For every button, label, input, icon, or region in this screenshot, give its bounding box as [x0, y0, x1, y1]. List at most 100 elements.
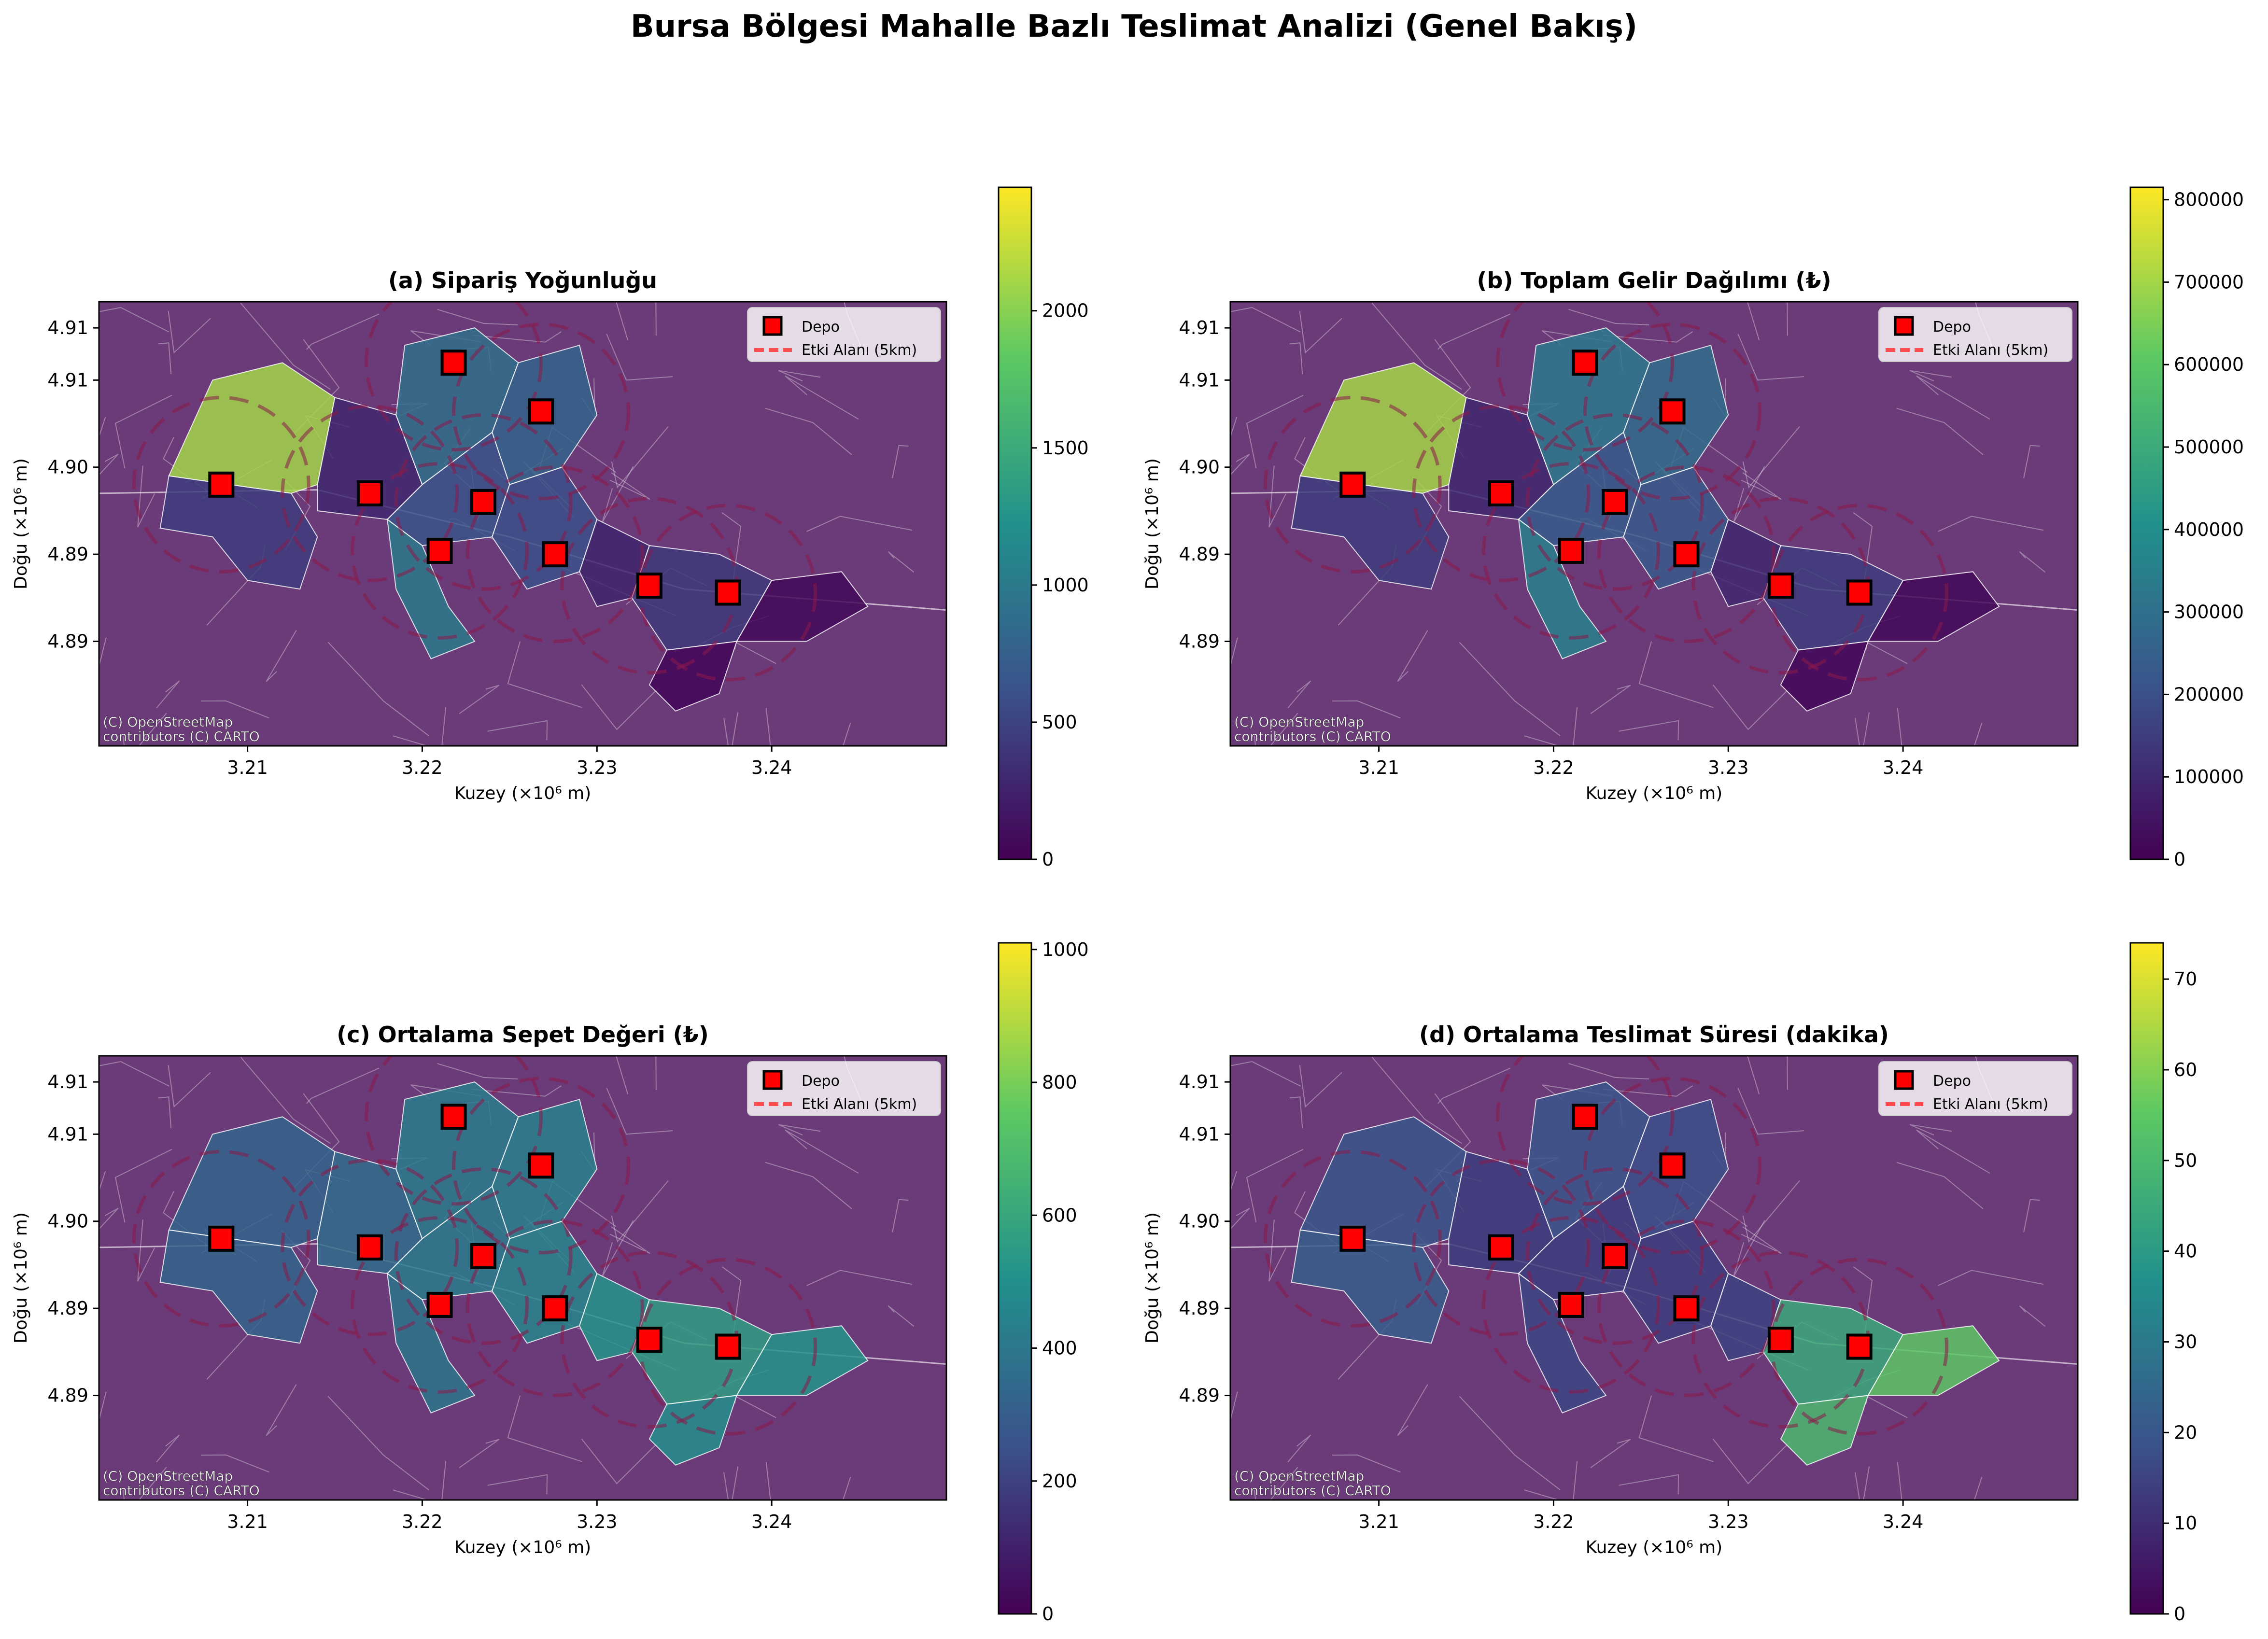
x-tick-label: 3.21 — [227, 757, 268, 778]
depot-marker[interactable] — [1659, 398, 1686, 425]
district-west-sw[interactable] — [1291, 475, 1450, 590]
depot-marker[interactable] — [542, 541, 568, 568]
boundary-line — [887, 1305, 915, 1327]
boundary-line — [842, 722, 851, 746]
boundary-line — [892, 445, 909, 478]
depots — [1339, 350, 1873, 606]
district-south-center[interactable] — [386, 1272, 476, 1414]
boundary-line — [1590, 685, 1631, 714]
map-legend: Depo Etki Alanı (5km) — [1878, 307, 2072, 362]
depot-marker[interactable] — [528, 398, 554, 425]
depot-marker[interactable] — [440, 1104, 467, 1130]
depot-marker[interactable] — [208, 471, 235, 498]
depot-marker[interactable] — [1767, 573, 1794, 599]
influence-circle — [1597, 1219, 1775, 1398]
district-east-far[interactable] — [736, 571, 869, 642]
depot-marker[interactable] — [356, 1234, 383, 1261]
boundary-line — [1916, 1129, 1990, 1174]
district-south-center[interactable] — [1518, 1272, 1607, 1414]
boundary-line — [2023, 445, 2040, 478]
district-south-center[interactable] — [1518, 518, 1607, 659]
boundary-line — [266, 630, 297, 682]
depot-marker[interactable] — [1659, 1152, 1686, 1179]
boundary-line — [609, 472, 650, 500]
depot-marker[interactable] — [1602, 489, 1628, 515]
colorbar-tick-label: 800 — [1042, 1072, 1077, 1093]
depot-marker[interactable] — [1572, 1104, 1598, 1130]
district-east-far[interactable] — [1867, 571, 2000, 642]
boundary-line — [606, 334, 673, 381]
depots — [208, 1104, 741, 1360]
district-west-sw[interactable] — [159, 1229, 318, 1344]
y-tick-label: 4.89 — [1179, 631, 1220, 652]
depot-marker[interactable] — [470, 489, 497, 515]
boundary-line — [1712, 1438, 1790, 1485]
depot-marker[interactable] — [208, 1225, 235, 1252]
boundary-line — [615, 1056, 629, 1094]
x-tick-label: 3.21 — [1358, 1511, 1399, 1532]
depot-marker[interactable] — [470, 1243, 497, 1269]
depot-marker[interactable] — [440, 350, 467, 376]
boundary-line — [1287, 680, 1311, 709]
depot-marker[interactable] — [1846, 1333, 1873, 1360]
colorbar: 0 500 1000 1500 2000 — [998, 186, 1089, 870]
legend-depot-swatch — [1894, 316, 1914, 336]
x-tick-label: 3.22 — [402, 757, 443, 778]
boundary-line — [1437, 313, 1511, 350]
legend-depot-label: Depo — [802, 319, 840, 336]
boundary-line — [1230, 637, 1238, 668]
district-south-center[interactable] — [386, 518, 476, 659]
boundary-line — [1909, 370, 1952, 382]
colorbar-tick-label: 100000 — [2174, 766, 2244, 787]
depot-marker[interactable] — [715, 579, 741, 606]
influence-circle — [1496, 1056, 1674, 1206]
depot-marker[interactable] — [715, 1333, 741, 1360]
depot-marker[interactable] — [426, 537, 453, 564]
boundary-line — [765, 708, 771, 746]
depot-marker[interactable] — [1558, 1291, 1584, 1318]
depot-marker[interactable] — [1602, 1243, 1628, 1269]
axes-frame — [98, 301, 947, 747]
depot-marker[interactable] — [528, 1152, 554, 1179]
boundary-line — [1938, 516, 2044, 532]
boundary-line — [240, 303, 331, 390]
influence-circle — [1583, 322, 1761, 501]
depot-marker[interactable] — [356, 480, 383, 506]
depot-marker[interactable] — [1339, 471, 1366, 498]
y-tick-label: 4.91 — [1179, 1071, 1220, 1093]
depot-marker[interactable] — [1488, 1234, 1514, 1261]
x-tick-label: 3.24 — [751, 757, 792, 778]
depot-marker[interactable] — [1846, 579, 1873, 606]
depot-marker[interactable] — [1572, 350, 1598, 376]
depot-marker[interactable] — [426, 1291, 453, 1318]
x-tick-label: 3.23 — [1708, 1511, 1749, 1532]
depot-marker[interactable] — [636, 1327, 662, 1353]
depot-marker[interactable] — [1339, 1225, 1366, 1252]
boundary-line — [806, 516, 913, 532]
boundary-line — [892, 1199, 909, 1233]
boundary-line — [606, 1088, 673, 1135]
depot-marker[interactable] — [636, 573, 662, 599]
boundary-line — [1437, 1067, 1511, 1104]
legend-radius-label: Etki Alanı (5km) — [1933, 342, 2048, 359]
depot-marker[interactable] — [1767, 1327, 1794, 1353]
colorbar-tick-label: 0 — [1042, 1603, 1054, 1625]
district-east-far[interactable] — [736, 1325, 869, 1396]
depot-marker[interactable] — [1673, 541, 1700, 568]
boundary-line — [201, 700, 269, 719]
colorbar-tick-label: 200 — [1042, 1471, 1077, 1492]
depot-marker[interactable] — [1673, 1295, 1700, 1322]
boundary-line — [487, 720, 548, 741]
district-west-sw[interactable] — [159, 475, 318, 590]
depot-marker[interactable] — [1558, 537, 1584, 564]
district-east-far[interactable] — [1867, 1325, 2000, 1396]
district-west-sw[interactable] — [1291, 1229, 1450, 1344]
boundary-line — [1230, 1171, 1238, 1273]
depot-marker[interactable] — [1488, 480, 1514, 506]
boundary-line — [1638, 1395, 1714, 1462]
depot-marker[interactable] — [542, 1295, 568, 1322]
boundary-line — [765, 1162, 852, 1209]
legend-depot-swatch — [762, 1070, 783, 1090]
boundary-line — [778, 1124, 821, 1136]
